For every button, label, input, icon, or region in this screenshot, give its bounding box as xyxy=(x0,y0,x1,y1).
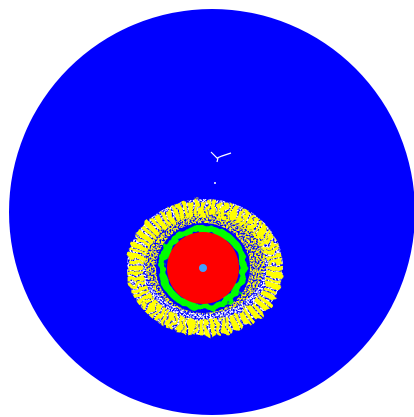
center-point xyxy=(199,264,207,272)
echo-dot xyxy=(214,182,216,184)
page xyxy=(0,0,414,417)
radar-image xyxy=(0,0,414,417)
